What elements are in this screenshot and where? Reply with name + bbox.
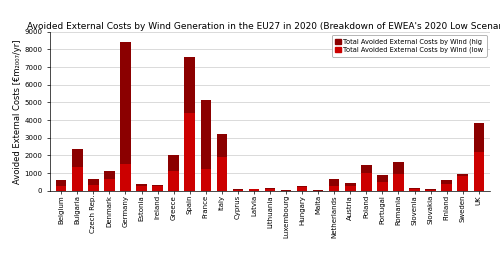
Bar	[104, 179, 115, 191]
Bar	[88, 179, 99, 191]
Bar	[410, 188, 420, 191]
Bar	[56, 180, 66, 191]
Bar	[200, 100, 211, 191]
Bar	[72, 167, 83, 191]
Bar	[136, 186, 147, 191]
Title: Avoided External Costs by Wind Generation in the EU27 in 2020 (Breakdown of EWEA: Avoided External Costs by Wind Generatio…	[26, 22, 500, 31]
Bar	[410, 189, 420, 191]
Bar	[72, 149, 83, 191]
Bar	[361, 165, 372, 191]
Bar	[474, 152, 484, 191]
Bar	[265, 188, 275, 191]
Bar	[120, 164, 130, 191]
Bar	[168, 156, 179, 191]
Bar	[120, 42, 130, 191]
Bar	[152, 185, 163, 191]
Y-axis label: Avoided External Costs [€m₂₀₀₇/yr]: Avoided External Costs [€m₂₀₀₇/yr]	[12, 39, 22, 184]
Bar	[393, 162, 404, 191]
Bar	[184, 58, 195, 191]
Legend: Total Avoided External Costs by Wind (hig, Total Avoided External Costs by Wind : Total Avoided External Costs by Wind (hi…	[332, 35, 486, 57]
Bar	[248, 189, 259, 191]
Bar	[345, 183, 356, 191]
Bar	[232, 189, 243, 191]
Bar	[377, 182, 388, 191]
Bar	[232, 189, 243, 191]
Bar	[136, 184, 147, 191]
Bar	[345, 186, 356, 191]
Bar	[265, 189, 275, 191]
Bar	[329, 186, 340, 191]
Bar	[329, 179, 340, 191]
Bar	[442, 184, 452, 191]
Bar	[377, 175, 388, 191]
Bar	[104, 171, 115, 191]
Bar	[458, 176, 468, 191]
Bar	[56, 186, 66, 191]
Bar	[393, 174, 404, 191]
Bar	[168, 171, 179, 191]
Bar	[474, 123, 484, 191]
Bar	[88, 185, 99, 191]
Bar	[361, 173, 372, 191]
Bar	[200, 169, 211, 191]
Bar	[216, 157, 227, 191]
Bar	[297, 186, 308, 191]
Bar	[152, 186, 163, 191]
Bar	[248, 189, 259, 191]
Bar	[442, 180, 452, 191]
Bar	[216, 134, 227, 191]
Bar	[426, 190, 436, 191]
Bar	[297, 187, 308, 191]
Bar	[184, 113, 195, 191]
Bar	[458, 174, 468, 191]
Bar	[426, 189, 436, 191]
